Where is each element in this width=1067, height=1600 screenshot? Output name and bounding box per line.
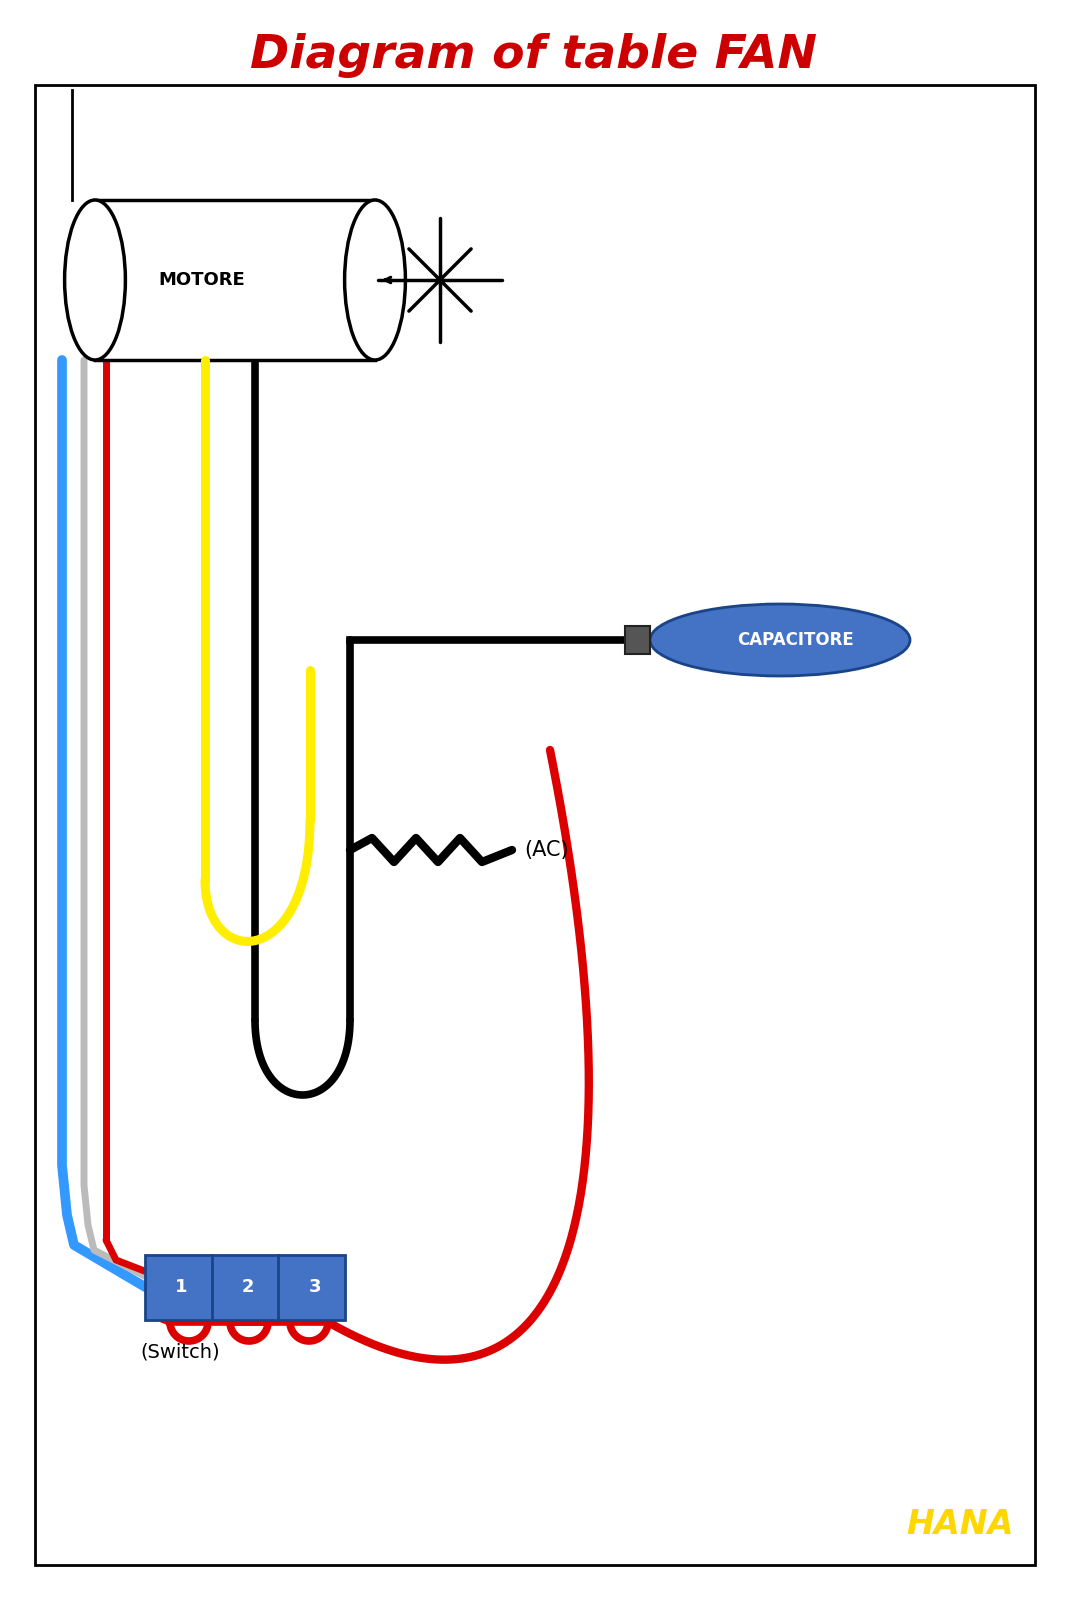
- Bar: [625, 626, 650, 654]
- Ellipse shape: [345, 200, 405, 360]
- Text: 3: 3: [308, 1278, 321, 1296]
- Text: MOTORE: MOTORE: [158, 270, 244, 290]
- Ellipse shape: [650, 603, 910, 675]
- Text: 1: 1: [175, 1278, 188, 1296]
- Text: (Switch): (Switch): [140, 1342, 220, 1362]
- Bar: [145, 1254, 345, 1320]
- Ellipse shape: [65, 200, 126, 360]
- Bar: [95, 200, 375, 360]
- Text: Diagram of table FAN: Diagram of table FAN: [250, 32, 817, 77]
- Text: HANA: HANA: [906, 1509, 1014, 1541]
- Text: CAPACITORE: CAPACITORE: [736, 630, 854, 650]
- Text: (AC): (AC): [524, 840, 569, 861]
- Text: 2: 2: [242, 1278, 255, 1296]
